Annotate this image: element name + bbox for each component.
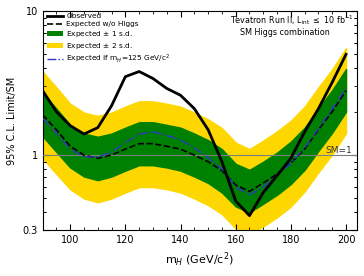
Expected w/o Higgs — [151, 142, 155, 145]
Expected if m$_{H}$=125 GeV/c$^{2}$ — [82, 155, 86, 159]
X-axis label: m$_{H}$ (GeV/c$^{2}$): m$_{H}$ (GeV/c$^{2}$) — [166, 251, 234, 269]
Expected if m$_{H}$=125 GeV/c$^{2}$ — [151, 130, 155, 134]
Observed — [234, 199, 238, 203]
Observed — [275, 174, 279, 177]
Expected w/o Higgs — [40, 113, 45, 116]
Expected w/o Higgs — [261, 181, 265, 185]
Expected w/o Higgs — [54, 128, 59, 131]
Observed — [192, 107, 197, 110]
Expected w/o Higgs — [330, 110, 335, 113]
Observed — [330, 81, 335, 84]
Expected w/o Higgs — [220, 169, 224, 172]
Line: Expected w/o Higgs: Expected w/o Higgs — [43, 91, 346, 191]
Expected if m$_{H}$=125 GeV/c$^{2}$ — [40, 117, 45, 120]
Line: Observed: Observed — [43, 54, 346, 216]
Expected w/o Higgs — [110, 153, 114, 157]
Observed — [302, 130, 307, 134]
Observed — [123, 75, 127, 78]
Expected if m$_{H}$=125 GeV/c$^{2}$ — [302, 146, 307, 150]
Expected if m$_{H}$=125 GeV/c$^{2}$ — [275, 174, 279, 177]
Expected w/o Higgs — [165, 145, 169, 148]
Expected if m$_{H}$=125 GeV/c$^{2}$ — [165, 134, 169, 137]
Expected w/o Higgs — [289, 161, 293, 165]
Observed — [178, 94, 183, 97]
Observed — [40, 89, 45, 92]
Expected if m$_{H}$=125 GeV/c$^{2}$ — [178, 139, 183, 142]
Observed — [289, 157, 293, 160]
Expected if m$_{H}$=125 GeV/c$^{2}$ — [123, 141, 127, 144]
Expected if m$_{H}$=125 GeV/c$^{2}$ — [220, 167, 224, 171]
Expected if m$_{H}$=125 GeV/c$^{2}$ — [247, 193, 252, 197]
Expected if m$_{H}$=125 GeV/c$^{2}$ — [206, 156, 210, 159]
Expected if m$_{H}$=125 GeV/c$^{2}$ — [96, 155, 100, 159]
Expected w/o Higgs — [82, 153, 86, 157]
Observed — [206, 128, 210, 131]
Expected w/o Higgs — [275, 172, 279, 176]
Observed — [247, 214, 252, 217]
Expected if m$_{H}$=125 GeV/c$^{2}$ — [344, 87, 348, 90]
Expected w/o Higgs — [234, 183, 238, 187]
Expected w/o Higgs — [344, 89, 348, 92]
Y-axis label: 95% C.L. Limit/SM: 95% C.L. Limit/SM — [7, 76, 17, 165]
Expected w/o Higgs — [192, 153, 197, 157]
Expected if m$_{H}$=125 GeV/c$^{2}$ — [234, 185, 238, 189]
Expected if m$_{H}$=125 GeV/c$^{2}$ — [54, 131, 59, 135]
Text: Tevatron Run II, L$_{\mathrm{int}}$ $\leq$ 10 fb$^{-1}$
    SM Higgs combination: Tevatron Run II, L$_{\mathrm{int}}$ $\le… — [230, 13, 354, 38]
Text: SM=1: SM=1 — [325, 146, 352, 155]
Line: Expected if m$_{H}$=125 GeV/c$^{2}$: Expected if m$_{H}$=125 GeV/c$^{2}$ — [43, 88, 346, 195]
Observed — [137, 70, 141, 73]
Expected if m$_{H}$=125 GeV/c$^{2}$ — [289, 161, 293, 165]
Observed — [96, 126, 100, 129]
Expected w/o Higgs — [123, 147, 127, 151]
Expected if m$_{H}$=125 GeV/c$^{2}$ — [68, 147, 72, 151]
Expected w/o Higgs — [316, 128, 321, 131]
Expected if m$_{H}$=125 GeV/c$^{2}$ — [316, 127, 321, 131]
Expected if m$_{H}$=125 GeV/c$^{2}$ — [330, 107, 335, 110]
Observed — [82, 132, 86, 136]
Observed — [344, 53, 348, 56]
Expected if m$_{H}$=125 GeV/c$^{2}$ — [261, 185, 265, 189]
Expected w/o Higgs — [247, 190, 252, 193]
Expected if m$_{H}$=125 GeV/c$^{2}$ — [137, 132, 141, 136]
Expected w/o Higgs — [178, 147, 183, 151]
Expected if m$_{H}$=125 GeV/c$^{2}$ — [192, 146, 197, 150]
Observed — [261, 191, 265, 194]
Expected w/o Higgs — [302, 147, 307, 151]
Observed — [110, 104, 114, 107]
Expected w/o Higgs — [96, 157, 100, 160]
Expected w/o Higgs — [137, 142, 141, 145]
Observed — [165, 87, 169, 90]
Legend: Observed, Expected w/o Higgs, Expected $\pm$ 1 s.d., Expected $\pm$ 2 s.d., Expe: Observed, Expected w/o Higgs, Expected $… — [46, 12, 171, 66]
Expected w/o Higgs — [206, 160, 210, 163]
Observed — [220, 160, 224, 163]
Observed — [68, 124, 72, 127]
Observed — [316, 107, 321, 110]
Observed — [54, 110, 59, 113]
Observed — [151, 77, 155, 80]
Expected if m$_{H}$=125 GeV/c$^{2}$ — [110, 150, 114, 154]
Expected w/o Higgs — [68, 145, 72, 148]
